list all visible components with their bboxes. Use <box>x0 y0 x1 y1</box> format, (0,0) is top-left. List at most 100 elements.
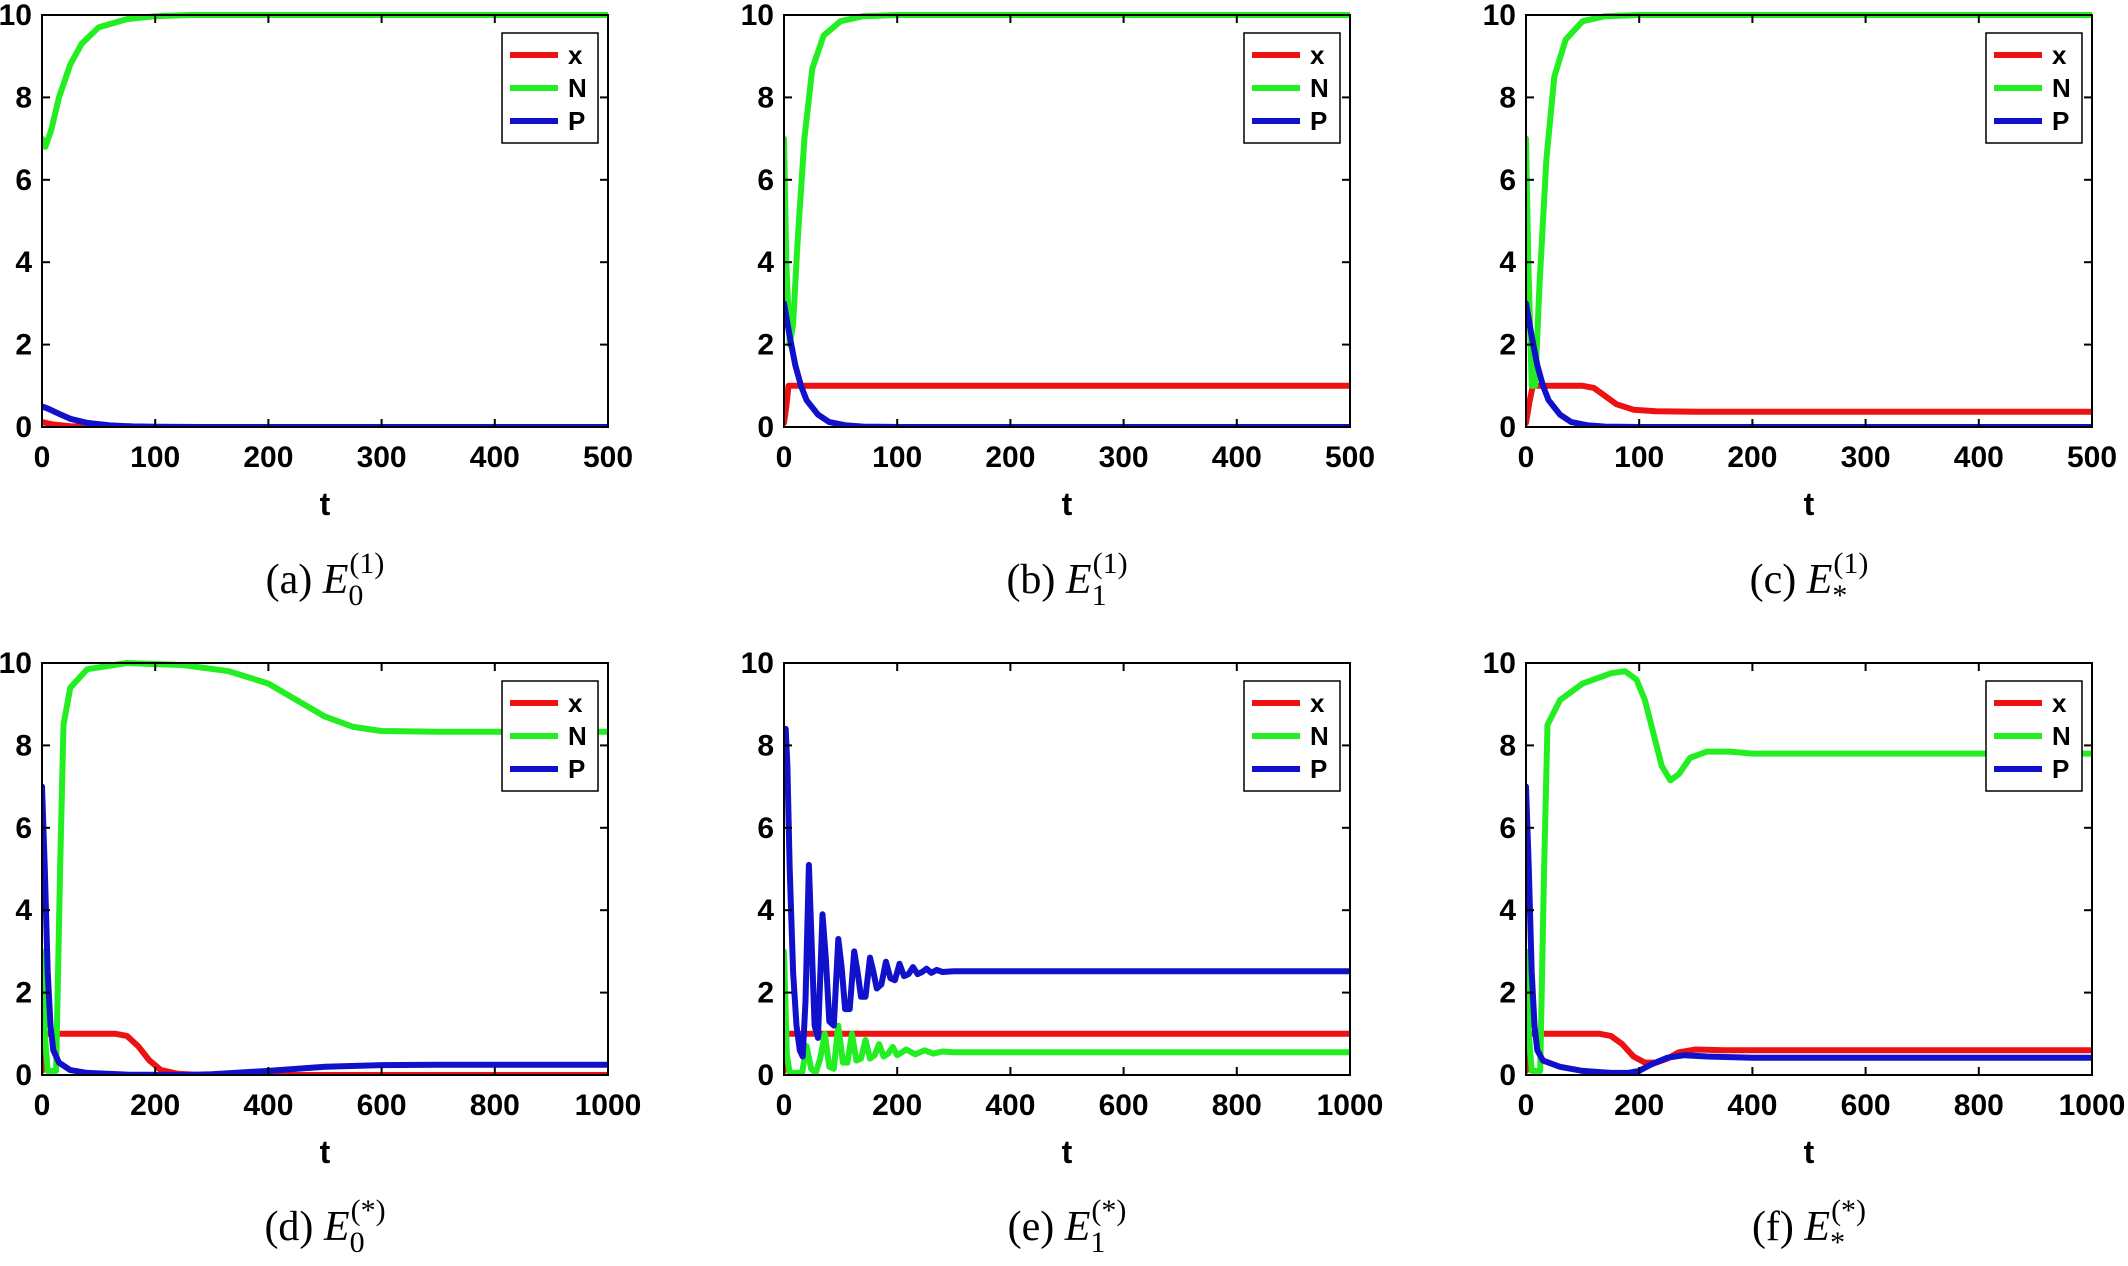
x-tick-label: 0 <box>34 441 51 474</box>
caption-subscript: * <box>1830 1226 1845 1259</box>
series-line-x <box>784 382 1350 426</box>
y-tick-label: 10 <box>741 647 774 680</box>
axes-box <box>41 662 609 1076</box>
x-axis-label: t <box>320 1134 331 1170</box>
x-tick-label: 1000 <box>2059 1089 2126 1122</box>
x-tick-label: 0 <box>1518 441 1535 474</box>
caption-symbol: E <box>1806 557 1833 603</box>
caption-subscript: 1 <box>1090 1226 1105 1259</box>
series-line-N <box>784 948 1350 1075</box>
legend-label-N: N <box>2052 721 2071 751</box>
legend: xNP <box>501 680 599 792</box>
y-tick-label: 0 <box>757 1059 774 1092</box>
legend-label-P: P <box>568 754 585 784</box>
x-tick-label: 100 <box>872 441 922 474</box>
panel-caption: (f) E*(*) <box>1752 1194 1866 1259</box>
x-axis-label: t <box>1062 486 1073 522</box>
y-tick-label: 8 <box>1499 729 1516 762</box>
y-tick-label: 8 <box>15 81 32 114</box>
x-tick-label: 0 <box>1518 1089 1535 1122</box>
y-tick-label: 6 <box>757 164 774 197</box>
caption-subscript: 0 <box>350 1226 365 1259</box>
x-tick-label: 1000 <box>1317 1089 1384 1122</box>
legend-label-P: P <box>568 106 585 136</box>
series-line-N <box>1526 668 2092 1074</box>
x-tick-label: 500 <box>2067 441 2117 474</box>
x-tick-label: 800 <box>1954 1089 2004 1122</box>
x-tick-label: 400 <box>243 1089 293 1122</box>
x-tick-label: 400 <box>1212 441 1262 474</box>
caption-symbol: E <box>1803 1204 1830 1250</box>
y-tick-label: 6 <box>1499 812 1516 845</box>
y-tick-label: 6 <box>1499 164 1516 197</box>
y-tick-label: 4 <box>15 894 32 927</box>
y-tick-label: 2 <box>1499 329 1516 362</box>
legend: xNP <box>1243 680 1341 792</box>
x-tick-label: 200 <box>130 1089 180 1122</box>
x-axis-label: t <box>1804 486 1815 522</box>
legend-label-P: P <box>2052 754 2069 784</box>
y-tick-label: 2 <box>15 977 32 1010</box>
y-tick-label: 6 <box>757 812 774 845</box>
caption-prefix: (e) <box>1008 1204 1065 1250</box>
caption-prefix: (a) <box>266 557 323 603</box>
y-tick-label: 2 <box>15 329 32 362</box>
axes-box <box>1525 14 2093 428</box>
axes-box <box>41 14 609 428</box>
caption-subscript: * <box>1832 579 1847 612</box>
legend-label-N: N <box>568 73 587 103</box>
panel-c: 0 100 200 300 400 500 0 2 4 6 8 10 t xNP (c) E*(1) <box>1483 0 2117 612</box>
caption-prefix: (c) <box>1750 557 1807 603</box>
series-line-P <box>784 725 1350 1060</box>
x-tick-label: 100 <box>1614 441 1664 474</box>
series-line-P <box>1526 783 2092 1075</box>
y-tick-label: 8 <box>757 81 774 114</box>
x-tick-label: 600 <box>357 1089 407 1122</box>
x-tick-label: 300 <box>1841 441 1891 474</box>
x-tick-label: 600 <box>1841 1089 1891 1122</box>
panel-f: 0 200 400 600 800 1000 0 2 4 6 8 10 t xNP (f) E*(*) <box>1483 647 2126 1259</box>
axes-box <box>783 662 1351 1076</box>
caption-superscript: (*) <box>1091 1194 1126 1227</box>
y-tick-label: 4 <box>15 246 32 279</box>
legend-label-P: P <box>1310 754 1327 784</box>
x-tick-label: 800 <box>470 1089 520 1122</box>
legend: xNP <box>1985 32 2083 144</box>
x-axis-label: t <box>1804 1134 1815 1170</box>
y-tick-label: 4 <box>1499 894 1516 927</box>
y-tick-label: 10 <box>1483 0 1516 32</box>
series-line-P <box>42 783 608 1075</box>
y-tick-label: 8 <box>15 729 32 762</box>
y-tick-label: 4 <box>757 246 774 279</box>
caption-superscript: (1) <box>1833 547 1868 580</box>
y-tick-label: 10 <box>0 0 32 32</box>
legend-label-x: x <box>568 40 583 70</box>
legend-label-N: N <box>1310 73 1329 103</box>
series-line-P <box>42 403 608 427</box>
y-tick-label: 6 <box>15 164 32 197</box>
legend: xNP <box>1985 680 2083 792</box>
caption-prefix: (f) <box>1752 1204 1804 1250</box>
x-axis-label: t <box>320 486 331 522</box>
x-tick-label: 400 <box>470 441 520 474</box>
panel-e: 0 200 400 600 800 1000 0 2 4 6 8 10 t xNP (e) E1(*) <box>741 647 1384 1259</box>
x-tick-label: 0 <box>776 1089 793 1122</box>
legend-label-N: N <box>1310 721 1329 751</box>
x-tick-label: 500 <box>1325 441 1375 474</box>
caption-prefix: (b) <box>1006 557 1065 603</box>
y-tick-label: 0 <box>1499 1059 1516 1092</box>
y-tick-label: 4 <box>1499 246 1516 279</box>
series-line-x <box>1526 382 2092 426</box>
legend: xNP <box>501 32 599 144</box>
y-tick-label: 0 <box>15 1059 32 1092</box>
y-tick-label: 0 <box>1499 411 1516 444</box>
y-tick-label: 4 <box>757 894 774 927</box>
y-tick-label: 0 <box>757 411 774 444</box>
legend-label-N: N <box>568 721 587 751</box>
legend-label-x: x <box>1310 688 1325 718</box>
y-tick-label: 2 <box>1499 977 1516 1010</box>
panel-caption: (b) E1(1) <box>1006 547 1127 612</box>
legend-label-P: P <box>1310 106 1327 136</box>
